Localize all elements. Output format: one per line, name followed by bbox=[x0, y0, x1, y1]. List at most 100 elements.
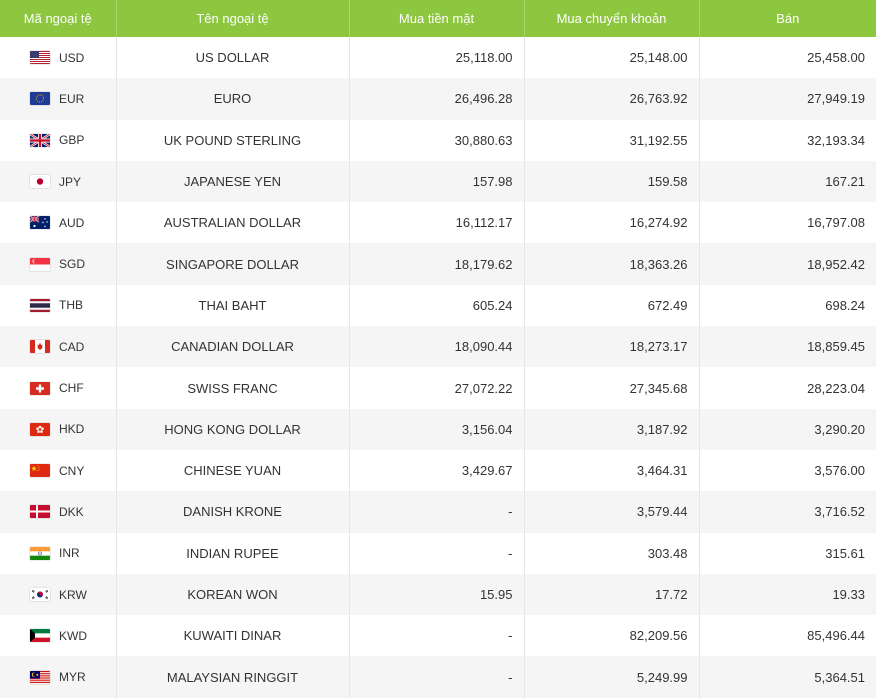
table-row[interactable]: INR INDIAN RUPEE -303.48 315.61 bbox=[0, 532, 876, 574]
transfer-buy-value: 31,192.55 bbox=[524, 119, 700, 161]
currency-name: EURO bbox=[116, 78, 350, 120]
eu-flag-icon bbox=[30, 92, 50, 106]
table-row[interactable]: CHF SWISS FRANC 27,072.22 27,345.68 28,223.0… bbox=[0, 367, 876, 409]
currency-name: KOREAN WON bbox=[116, 573, 350, 616]
table-row[interactable]: KRW KOREAN WON 15.95 17.72 19.33 bbox=[0, 573, 876, 616]
table-row[interactable]: AUD AUSTRALIAN DOLLAR 16,112.17 16,274.92 16… bbox=[0, 202, 876, 244]
currency-code: KRW bbox=[59, 587, 87, 602]
header-transfer-buy[interactable]: Mua chuyển khoản bbox=[524, 0, 700, 37]
table-row[interactable]: CNY CHINESE YUAN 3,429.67 3,464.31 3,576.00 bbox=[0, 449, 876, 492]
currency-code-cell: EUR bbox=[0, 78, 117, 120]
transfer-buy-value: 159.58 bbox=[524, 160, 700, 203]
thailand-flag-icon bbox=[30, 298, 50, 312]
table-row[interactable]: HKD HONG KONG DOLLAR 3,156.04 3,187.92 3,290… bbox=[0, 408, 876, 450]
currency-name: DANISH KRONE bbox=[116, 491, 350, 533]
header-cash-buy[interactable]: Mua tiền mặt bbox=[349, 0, 525, 37]
currency-code-cell: JPY bbox=[0, 160, 117, 203]
sell-value: 19.33 bbox=[699, 573, 876, 616]
sell-value: 28,223.04 bbox=[699, 367, 876, 409]
transfer-buy-value: 303.48 bbox=[524, 532, 700, 574]
cash-buy-value: 3,156.04 bbox=[349, 408, 525, 450]
transfer-buy-value: 18,363.26 bbox=[524, 243, 700, 285]
kuwait-flag-icon bbox=[30, 629, 50, 643]
transfer-buy-value: 5,249.99 bbox=[524, 656, 700, 698]
table-row[interactable]: KWD KUWAITI DINAR -82,209.56 85,496.44 bbox=[0, 615, 876, 657]
currency-code-cell: CHF bbox=[0, 367, 117, 409]
korea-flag-icon bbox=[30, 588, 50, 601]
cash-buy-value: - bbox=[349, 656, 525, 698]
table-row[interactable]: DKK DANISH KRONE -3,579.44 3,716.52 bbox=[0, 491, 876, 533]
cash-buy-value: - bbox=[349, 532, 525, 574]
sell-value: 3,716.52 bbox=[699, 491, 876, 533]
currency-code: GBP bbox=[59, 133, 85, 148]
currency-name: HONG KONG DOLLAR bbox=[116, 408, 350, 450]
currency-code-cell: DKK bbox=[0, 491, 117, 533]
denmark-flag-icon bbox=[30, 505, 50, 519]
currency-code: INR bbox=[59, 546, 80, 561]
cash-buy-value: 605.24 bbox=[349, 284, 525, 327]
currency-code: SGD bbox=[59, 257, 86, 272]
table-row[interactable]: USD US DOLLAR 25,118.00 25,148.00 25,458.00 bbox=[0, 37, 876, 79]
transfer-buy-value: 26,763.92 bbox=[524, 78, 700, 120]
table-row[interactable]: CAD CANADIAN DOLLAR 18,090.44 18,273.17 18,8… bbox=[0, 326, 876, 368]
transfer-buy-value: 3,187.92 bbox=[524, 408, 700, 450]
india-flag-icon bbox=[30, 546, 50, 560]
transfer-buy-value: 27,345.68 bbox=[524, 367, 700, 409]
cash-buy-value: 30,880.63 bbox=[349, 119, 525, 161]
cash-buy-value: 18,090.44 bbox=[349, 326, 525, 368]
transfer-buy-value: 3,579.44 bbox=[524, 491, 700, 533]
currency-code: DKK bbox=[59, 504, 84, 519]
us-flag-icon bbox=[30, 51, 50, 65]
currency-name: INDIAN RUPEE bbox=[116, 532, 350, 574]
header-sell[interactable]: Bán bbox=[699, 0, 876, 37]
switzerland-flag-icon bbox=[30, 381, 50, 395]
currency-code-cell: INR bbox=[0, 532, 117, 574]
currency-name: KUWAITI DINAR bbox=[116, 615, 350, 657]
currency-code: CAD bbox=[59, 339, 85, 354]
currency-code-cell: KWD bbox=[0, 615, 117, 657]
sell-value: 698.24 bbox=[699, 284, 876, 327]
currency-code: KWD bbox=[59, 628, 87, 643]
header-name[interactable]: Tên ngoại tệ bbox=[116, 0, 350, 37]
sell-value: 27,949.19 bbox=[699, 78, 876, 120]
table-row[interactable]: EUR EURO 26,496.28 26,763.92 27,949.19 bbox=[0, 78, 876, 120]
currency-code-cell: GBP bbox=[0, 119, 117, 161]
currency-code: MYR bbox=[59, 670, 86, 685]
cash-buy-value: 16,112.17 bbox=[349, 202, 525, 244]
sell-value: 32,193.34 bbox=[699, 119, 876, 161]
currency-name: SWISS FRANC bbox=[116, 367, 350, 409]
currency-name: CHINESE YUAN bbox=[116, 449, 350, 492]
transfer-buy-value: 16,274.92 bbox=[524, 202, 700, 244]
cash-buy-value: 27,072.22 bbox=[349, 367, 525, 409]
sell-value: 167.21 bbox=[699, 160, 876, 203]
table-row[interactable]: GBP UK POUND STERLING 30,880.63 31,192.55 32… bbox=[0, 119, 876, 161]
sell-value: 5,364.51 bbox=[699, 656, 876, 698]
transfer-buy-value: 18,273.17 bbox=[524, 326, 700, 368]
currency-code-cell: CAD bbox=[0, 326, 117, 368]
cash-buy-value: 26,496.28 bbox=[349, 78, 525, 120]
transfer-buy-value: 672.49 bbox=[524, 284, 700, 327]
transfer-buy-value: 25,148.00 bbox=[524, 37, 700, 79]
currency-code-cell: THB bbox=[0, 284, 117, 327]
table-row[interactable]: SGD SINGAPORE DOLLAR 18,179.62 18,363.26 18,… bbox=[0, 243, 876, 285]
malaysia-flag-icon bbox=[30, 670, 50, 684]
hongkong-flag-icon bbox=[30, 422, 50, 436]
header-code[interactable]: Mã ngoại tệ bbox=[0, 0, 117, 37]
cash-buy-value: - bbox=[349, 491, 525, 533]
transfer-buy-value: 17.72 bbox=[524, 573, 700, 616]
cash-buy-value: 15.95 bbox=[349, 573, 525, 616]
uk-flag-icon bbox=[30, 133, 50, 147]
table-row[interactable]: MYR MALAYSIAN RINGGIT -5,249.99 5,364.51 bbox=[0, 656, 876, 698]
table-row[interactable]: JPY JAPANESE YEN 157.98 159.58 167.21 bbox=[0, 160, 876, 203]
cash-buy-value: 3,429.67 bbox=[349, 449, 525, 492]
table-row[interactable]: THB THAI BAHT 605.24 672.49 698.24 bbox=[0, 284, 876, 327]
cash-buy-value: 25,118.00 bbox=[349, 37, 525, 79]
cash-buy-value: 157.98 bbox=[349, 160, 525, 203]
china-flag-icon bbox=[30, 464, 50, 478]
singapore-flag-icon bbox=[30, 257, 50, 271]
currency-name: SINGAPORE DOLLAR bbox=[116, 243, 350, 285]
currency-name: CANADIAN DOLLAR bbox=[116, 326, 350, 368]
sell-value: 315.61 bbox=[699, 532, 876, 574]
cash-buy-value: - bbox=[349, 615, 525, 657]
currency-code: USD bbox=[59, 50, 85, 65]
